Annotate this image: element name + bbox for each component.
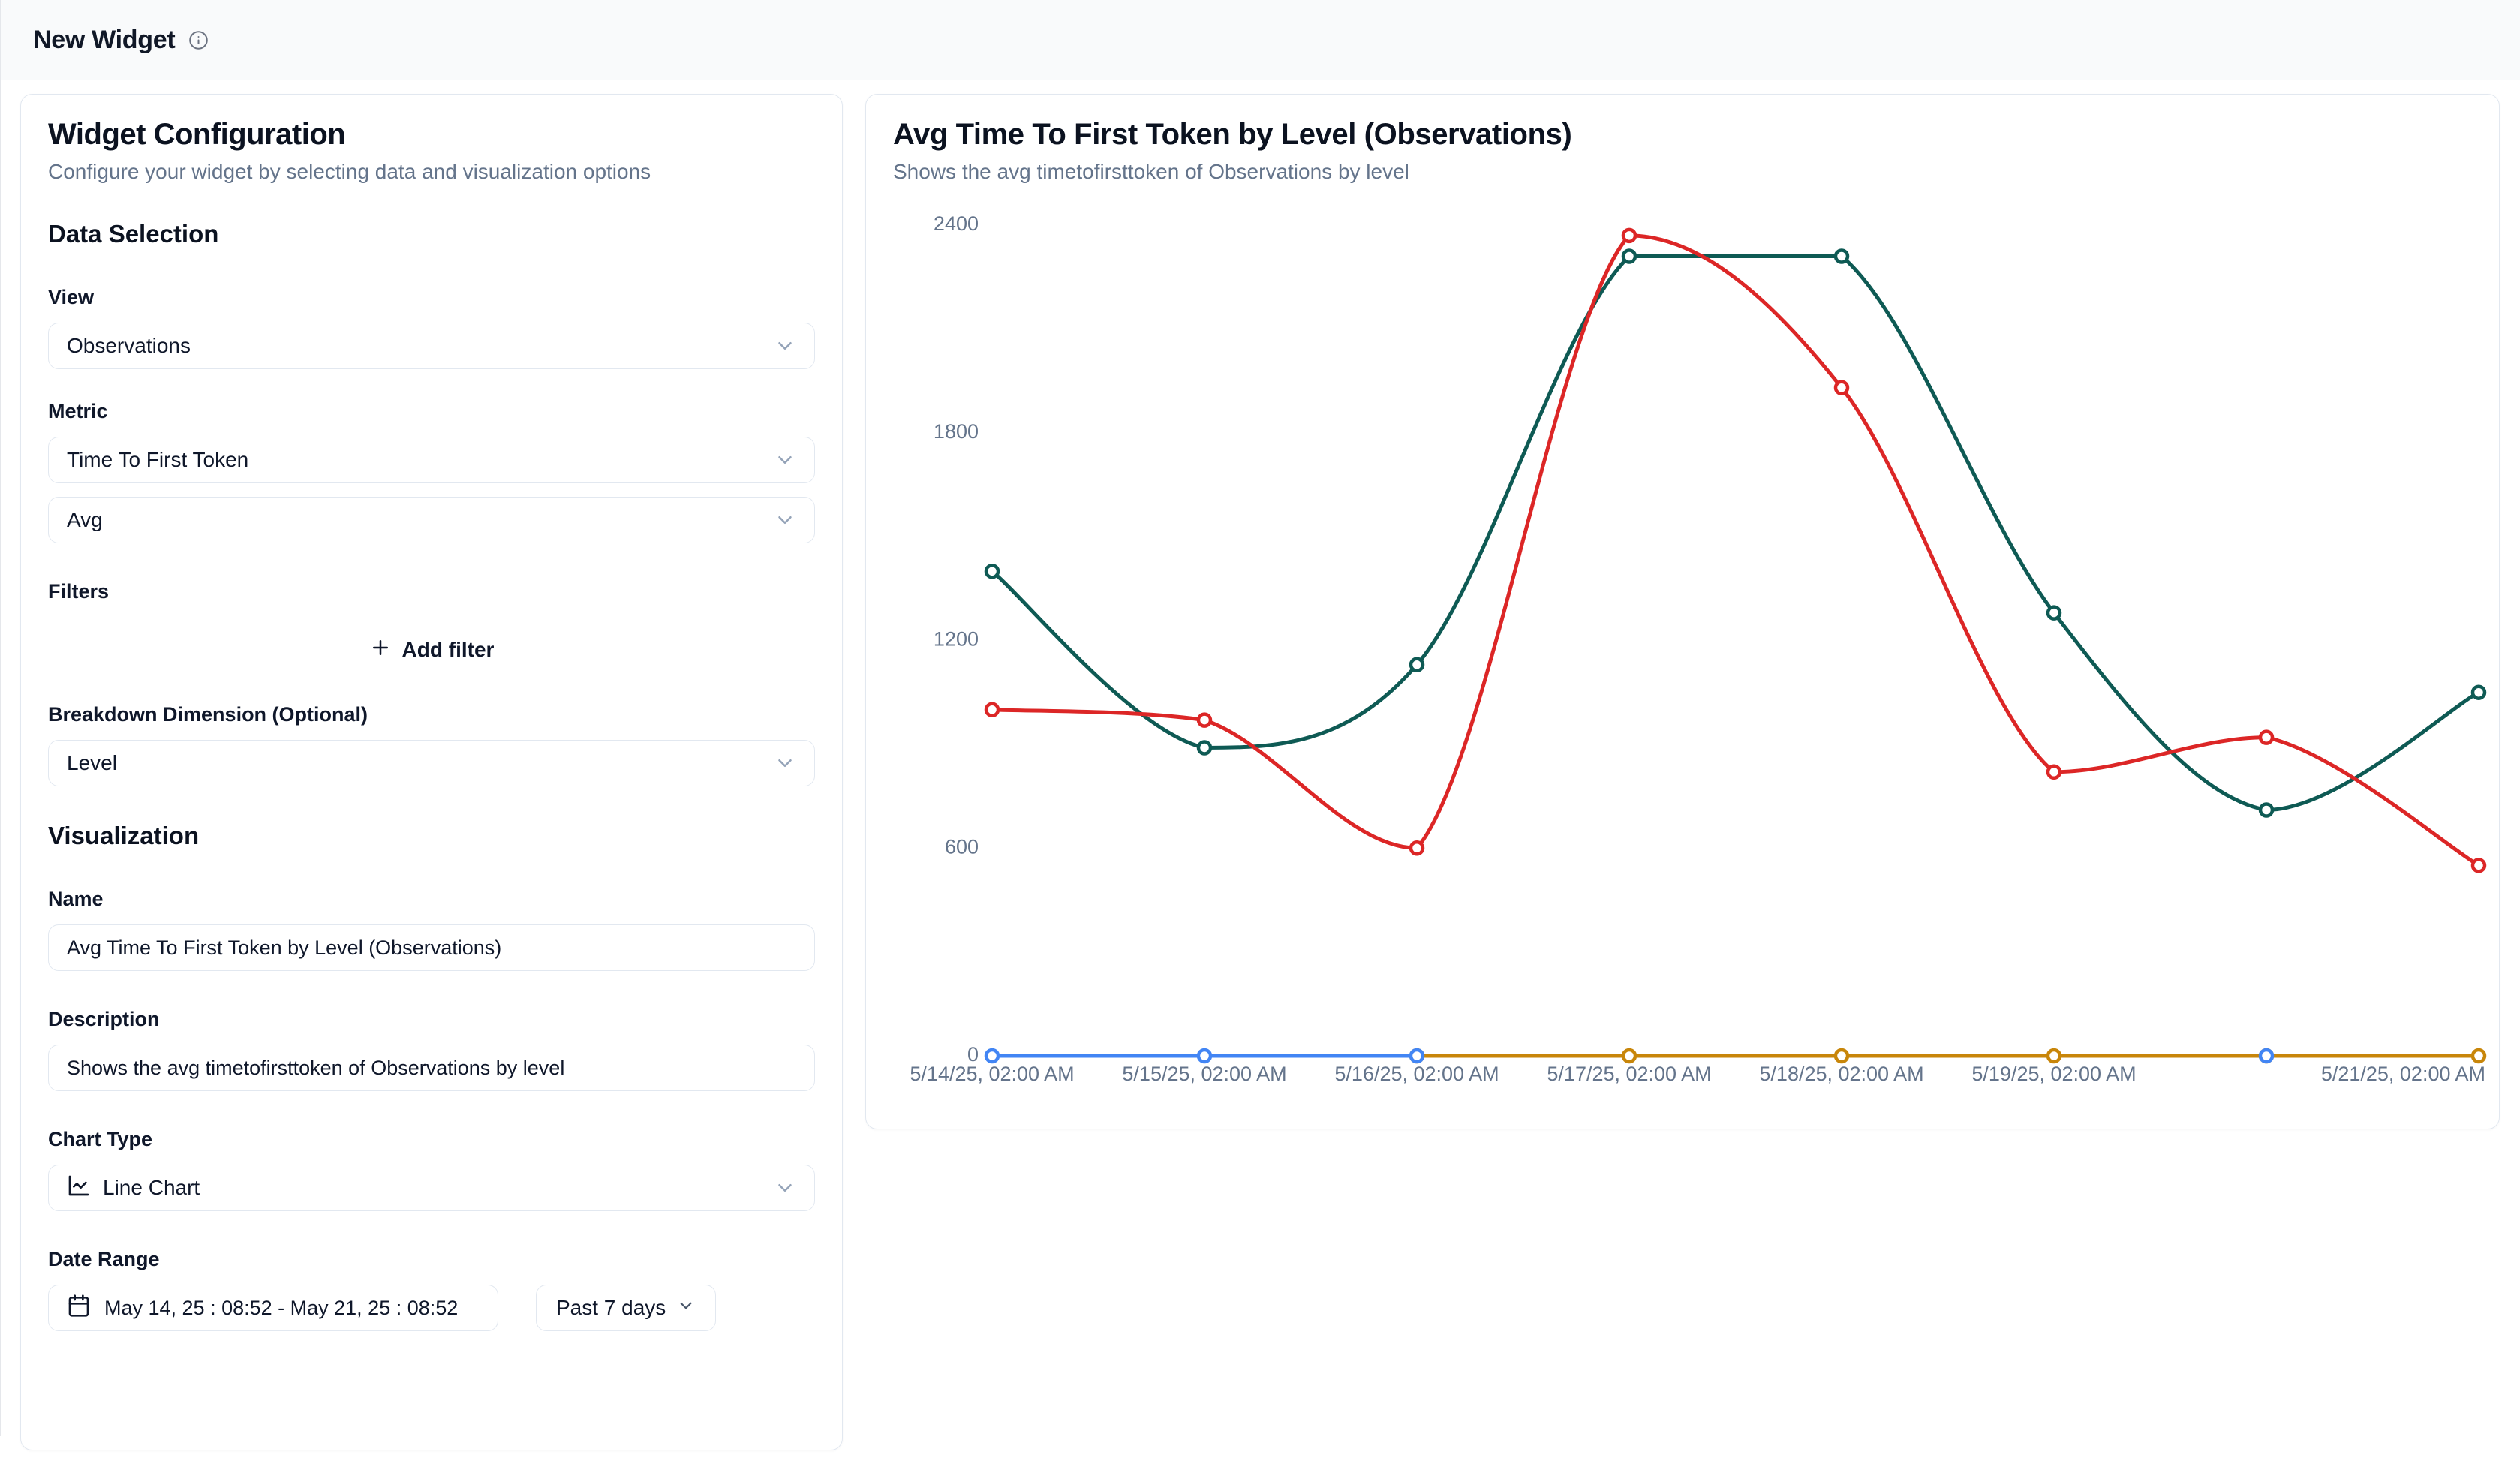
chevron-down-icon — [774, 449, 796, 471]
add-filter-button[interactable]: Add filter — [347, 629, 517, 671]
calendar-icon — [67, 1294, 91, 1323]
visualization-heading: Visualization — [48, 822, 200, 849]
data-selection-heading: Data Selection — [48, 220, 219, 248]
plus-icon — [369, 636, 392, 664]
svg-text:0: 0 — [967, 1043, 979, 1066]
svg-text:5/14/25, 02:00 AM: 5/14/25, 02:00 AM — [910, 1063, 1074, 1085]
svg-text:5/16/25, 02:00 AM: 5/16/25, 02:00 AM — [1334, 1063, 1499, 1085]
info-icon[interactable] — [188, 30, 209, 50]
svg-text:5/15/25, 02:00 AM: 5/15/25, 02:00 AM — [1122, 1063, 1286, 1085]
date-range-label: Date Range — [48, 1248, 160, 1270]
svg-text:600: 600 — [945, 835, 979, 858]
description-input[interactable] — [48, 1045, 815, 1091]
name-input[interactable] — [48, 924, 815, 971]
metric-label: Metric — [48, 400, 108, 422]
widget-configuration-panel: Widget Configuration Configure your widg… — [20, 94, 843, 1450]
chart-type-select[interactable]: Line Chart — [48, 1165, 815, 1211]
svg-text:1200: 1200 — [934, 628, 979, 651]
date-range-button[interactable]: May 14, 25 : 08:52 - May 21, 25 : 08:52 — [48, 1285, 498, 1331]
chevron-down-icon — [774, 1177, 796, 1199]
chevron-down-icon — [676, 1296, 696, 1321]
chart-preview-panel: Avg Time To First Token by Level (Observ… — [865, 94, 2500, 1129]
aggregation-select-value: Avg — [67, 508, 103, 531]
config-subtitle: Configure your widget by selecting data … — [48, 160, 651, 183]
view-select[interactable]: Observations — [48, 323, 815, 369]
svg-text:2400: 2400 — [934, 212, 979, 235]
chevron-down-icon — [774, 509, 796, 531]
chart-subtitle: Shows the avg timetofirsttoken of Observ… — [893, 160, 1409, 183]
add-filter-label: Add filter — [401, 638, 495, 661]
page-header: New Widget — [1, 0, 2520, 80]
date-preset-value: Past 7 days — [556, 1296, 666, 1319]
breakdown-label: Breakdown Dimension (Optional) — [48, 703, 368, 726]
date-preset-button[interactable]: Past 7 days — [536, 1285, 717, 1331]
line-chart[interactable]: 0 600 1200 1800 2400 5/14/25, 02:00 AM 5/15/25… — [866, 207, 2498, 1127]
config-title: Widget Configuration — [48, 118, 346, 151]
metric-select[interactable]: Time To First Token — [48, 437, 815, 483]
filters-label: Filters — [48, 580, 110, 603]
date-range-row: May 14, 25 : 08:52 - May 21, 25 : 08:52 … — [48, 1285, 815, 1331]
chevron-down-icon — [774, 335, 796, 357]
metric-select-value: Time To First Token — [67, 448, 249, 471]
chart-line-icon — [67, 1174, 91, 1203]
main-content: Widget Configuration Configure your widg… — [1, 80, 2520, 1464]
date-range-value: May 14, 25 : 08:52 - May 21, 25 : 08:52 — [104, 1296, 459, 1319]
svg-text:5/19/25, 02:00 AM: 5/19/25, 02:00 AM — [1971, 1063, 2136, 1085]
aggregation-select[interactable]: Avg — [48, 497, 815, 543]
view-select-value: Observations — [67, 334, 191, 357]
name-label: Name — [48, 888, 104, 910]
svg-text:1800: 1800 — [934, 420, 979, 443]
svg-text:5/18/25, 02:00 AM: 5/18/25, 02:00 AM — [1759, 1063, 1923, 1085]
breakdown-select[interactable]: Level — [48, 740, 815, 786]
description-label: Description — [48, 1008, 160, 1030]
chart-type-select-value: Line Chart — [103, 1176, 200, 1199]
chart-type-label: Chart Type — [48, 1128, 153, 1150]
page-title: New Widget — [33, 25, 176, 54]
chart-title: Avg Time To First Token by Level (Observ… — [893, 118, 1572, 151]
view-label: View — [48, 286, 95, 308]
breakdown-select-value: Level — [67, 751, 117, 774]
chevron-down-icon — [774, 752, 796, 774]
svg-text:5/17/25, 02:00 AM: 5/17/25, 02:00 AM — [1547, 1063, 1711, 1085]
svg-text:5/21/25, 02:00 AM: 5/21/25, 02:00 AM — [2321, 1063, 2485, 1085]
